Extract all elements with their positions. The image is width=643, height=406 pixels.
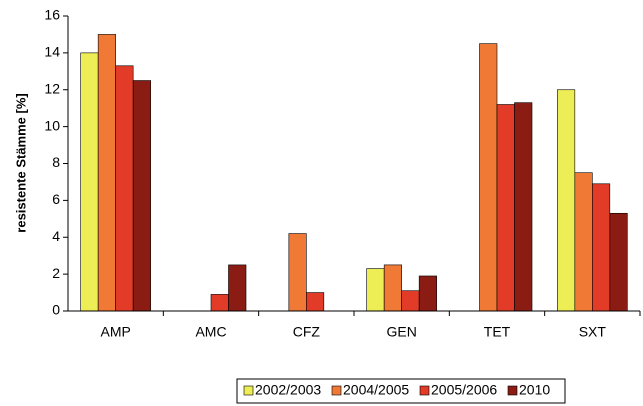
x-tick-label: AMC xyxy=(195,324,226,340)
x-tick-label: SXT xyxy=(579,324,607,340)
bar xyxy=(401,290,420,312)
legend-swatch xyxy=(331,385,342,396)
bar xyxy=(609,212,628,312)
y-axis-label: resistente Stämme [%] xyxy=(13,93,28,232)
y-tick-label: 6 xyxy=(52,191,60,207)
y-tick-label: 2 xyxy=(52,265,60,281)
legend-label: 2004/2005 xyxy=(343,382,409,398)
y-tick-label: 10 xyxy=(44,117,60,133)
bar xyxy=(210,294,229,312)
x-tick-label: TET xyxy=(484,324,511,340)
bar xyxy=(514,102,533,312)
bar xyxy=(592,183,611,312)
y-tick-label: 14 xyxy=(44,44,60,60)
y-tick-label: 16 xyxy=(44,7,60,23)
bar xyxy=(306,292,325,312)
bar xyxy=(496,104,515,312)
legend-swatch xyxy=(243,385,254,396)
legend-label: 2010 xyxy=(519,382,550,398)
bar xyxy=(479,43,498,312)
y-tick-label: 0 xyxy=(52,302,60,318)
y-tick-label: 12 xyxy=(44,80,60,96)
legend-label: 2005/2006 xyxy=(431,382,497,398)
x-tick-label: AMP xyxy=(100,324,130,340)
bar xyxy=(288,233,307,312)
bar xyxy=(383,264,402,312)
legend-label: 2002/2003 xyxy=(255,382,321,398)
bar xyxy=(557,89,576,312)
bar xyxy=(418,275,437,312)
legend-swatch xyxy=(507,385,518,396)
x-tick-label: GEN xyxy=(386,324,416,340)
bar xyxy=(228,264,247,312)
bar xyxy=(80,52,99,312)
y-tick-label: 8 xyxy=(52,154,60,170)
y-tick-label: 4 xyxy=(52,228,60,244)
bar xyxy=(366,268,385,312)
bar xyxy=(132,80,151,312)
bar xyxy=(115,65,134,312)
x-tick-label: CFZ xyxy=(293,324,321,340)
legend-swatch xyxy=(419,385,430,396)
bar xyxy=(574,172,593,312)
legend-box xyxy=(236,378,566,404)
bar xyxy=(97,34,116,312)
